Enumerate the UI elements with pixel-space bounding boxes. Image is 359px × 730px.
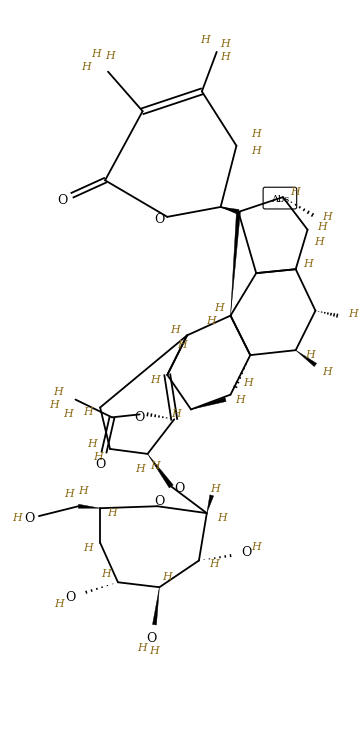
Polygon shape [207, 495, 214, 513]
Text: Abs: Abs [271, 195, 289, 204]
Text: H: H [54, 599, 64, 609]
Text: H: H [101, 569, 111, 580]
Polygon shape [148, 454, 173, 488]
Text: H: H [171, 410, 181, 419]
Text: H: H [220, 39, 229, 49]
Text: H: H [150, 646, 159, 656]
Text: H: H [317, 222, 327, 231]
Text: H: H [150, 461, 160, 471]
Text: H: H [49, 399, 59, 410]
Text: H: H [251, 146, 261, 155]
Text: O: O [174, 482, 185, 495]
Text: O: O [135, 411, 145, 424]
Polygon shape [296, 350, 317, 366]
Text: H: H [177, 340, 187, 350]
Text: O: O [65, 591, 76, 604]
Text: H: H [251, 542, 261, 552]
Text: H: H [87, 439, 97, 449]
Text: H: H [105, 51, 115, 61]
Text: H: H [170, 326, 180, 335]
Text: H: H [63, 410, 73, 419]
Text: H: H [209, 558, 219, 569]
Text: H: H [91, 49, 101, 59]
Text: H: H [217, 513, 227, 523]
Text: O: O [24, 512, 34, 525]
Text: H: H [322, 212, 332, 222]
Text: H: H [243, 378, 253, 388]
Text: H: H [137, 643, 146, 653]
Text: H: H [322, 367, 332, 377]
Polygon shape [230, 212, 241, 315]
Text: H: H [200, 35, 210, 45]
Text: H: H [12, 513, 22, 523]
Text: H: H [135, 464, 145, 474]
Text: H: H [251, 129, 261, 139]
Text: O: O [95, 458, 105, 472]
Text: H: H [150, 374, 160, 385]
Text: H: H [214, 303, 224, 312]
Text: H: H [236, 395, 245, 404]
Text: O: O [146, 632, 157, 645]
FancyBboxPatch shape [263, 187, 297, 209]
Text: O: O [57, 193, 68, 207]
Polygon shape [153, 587, 159, 625]
Text: H: H [210, 485, 220, 494]
Text: H: H [64, 489, 74, 499]
Text: H: H [53, 387, 62, 396]
Text: H: H [290, 187, 300, 197]
Text: H: H [83, 542, 93, 553]
Polygon shape [221, 207, 239, 215]
Text: H: H [348, 309, 358, 318]
Text: O: O [154, 213, 164, 226]
Text: O: O [154, 495, 164, 508]
Text: H: H [162, 572, 172, 583]
Text: H: H [314, 237, 324, 247]
Text: H: H [81, 62, 91, 72]
Text: H: H [306, 350, 316, 360]
Text: H: H [303, 259, 312, 269]
Text: H: H [79, 486, 88, 496]
Text: H: H [93, 452, 103, 462]
Text: O: O [241, 546, 252, 559]
Text: H: H [83, 407, 93, 418]
Polygon shape [191, 398, 226, 410]
Text: H: H [107, 508, 117, 518]
Text: H: H [206, 315, 216, 326]
Text: H: H [220, 52, 229, 62]
Polygon shape [78, 504, 100, 508]
